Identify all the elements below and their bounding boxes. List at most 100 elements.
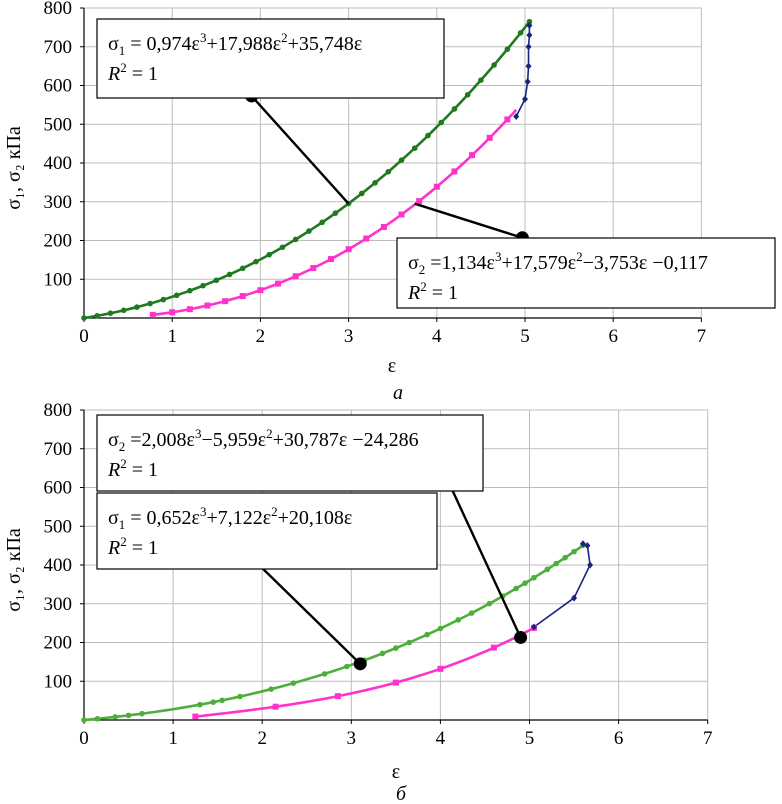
- data-point: [393, 645, 399, 651]
- data-point: [197, 701, 203, 708]
- data-point: [292, 236, 299, 243]
- data-point: [192, 713, 199, 720]
- annotation-leader: [414, 202, 523, 239]
- data-point: [134, 304, 140, 310]
- x-tick-label: 3: [347, 728, 357, 749]
- chart-panel-b: 0 1 2 3 4 5 6 7 100 200 300 400 500 600 700 800 σ2​ =2…: [3, 400, 712, 804]
- x-tick-label: 1: [167, 326, 177, 347]
- data-point: [372, 180, 378, 186]
- y-tick-label: 200: [44, 231, 73, 252]
- x-tick-label: 2: [257, 728, 267, 749]
- y-tick-label: 400: [44, 153, 73, 174]
- annotation-box: [96, 492, 438, 570]
- data-point: [398, 157, 405, 163]
- data-point: [149, 311, 156, 318]
- data-point: [478, 77, 484, 83]
- data-point: [112, 714, 118, 720]
- data-point: [433, 183, 440, 190]
- data-point: [464, 91, 471, 98]
- data-point: [392, 679, 399, 686]
- y-axis-label: σ₁, σ₂ кПа: [3, 126, 25, 210]
- data-point: [584, 542, 591, 550]
- annotation-leaders: [254, 483, 528, 671]
- data-point: [424, 631, 430, 638]
- annotation-leaders: [245, 89, 529, 245]
- data-point: [522, 95, 528, 103]
- y-tick-label: 800: [44, 0, 73, 19]
- data-point: [147, 300, 153, 307]
- data-point: [379, 650, 386, 657]
- y-tick-label: 800: [44, 400, 73, 421]
- data-point: [522, 580, 528, 586]
- data-point: [266, 251, 273, 258]
- data-point: [319, 219, 325, 226]
- data-point: [504, 46, 511, 52]
- data-point: [437, 625, 444, 632]
- data-point: [327, 256, 334, 263]
- x-tick-label: 5: [525, 728, 535, 749]
- r-squared-text: R2 = 1: [407, 279, 458, 304]
- data-point: [438, 119, 445, 126]
- x-tick-label: 5: [520, 326, 530, 347]
- data-point: [219, 697, 225, 704]
- data-point: [310, 265, 317, 272]
- equation-text: σ1​ = 0,652ε3​+7,122ε2​+20,108ε: [108, 504, 352, 532]
- y-tick-labels: 100 200 300 400 500 600 700 800: [44, 400, 73, 692]
- data-point: [517, 30, 524, 36]
- data-point: [173, 292, 180, 299]
- data-point: [544, 566, 551, 573]
- data-point: [268, 686, 274, 692]
- data-point: [525, 62, 532, 70]
- data-point: [120, 307, 127, 314]
- x-tick-label: 1: [168, 728, 178, 749]
- data-point: [491, 62, 497, 68]
- data-point: [451, 168, 458, 175]
- data-point: [292, 273, 299, 280]
- annotation-leader: [250, 95, 350, 205]
- data-point: [345, 246, 352, 253]
- y-tick-label: 700: [44, 439, 73, 460]
- data-point: [139, 710, 145, 717]
- annotation-box: [96, 18, 445, 99]
- x-tick-label: 0: [79, 728, 89, 749]
- y-tick-label: 300: [44, 192, 73, 213]
- data-point: [81, 717, 87, 723]
- data-point: [272, 703, 279, 710]
- r-squared-text: R2 = 1: [107, 60, 158, 85]
- data-point: [359, 190, 365, 197]
- data-point: [169, 309, 176, 316]
- y-tick-label: 400: [44, 555, 73, 576]
- data-point: [239, 265, 246, 272]
- x-tick-label: 7: [697, 326, 707, 347]
- data-point: [425, 132, 431, 139]
- data-point: [579, 540, 586, 548]
- data-point: [468, 610, 475, 616]
- data-point: [406, 639, 413, 646]
- x-tick-labels: 0 1 2 3 4 5 6 7: [79, 728, 712, 749]
- data-point: [363, 235, 370, 242]
- x-axis-label: ε: [388, 355, 396, 377]
- data-point: [210, 699, 216, 705]
- y-axis-label: σ₁, σ₂ кПа: [3, 528, 25, 612]
- data-point: [125, 712, 132, 719]
- annotation-box: [96, 414, 484, 492]
- data-markers: [81, 540, 594, 723]
- series-line: [515, 25, 531, 117]
- data-point: [411, 145, 418, 151]
- data-point: [213, 277, 220, 284]
- x-tick-label: 7: [703, 728, 713, 749]
- x-tick-label: 2: [256, 326, 266, 347]
- series-line: [195, 626, 535, 718]
- data-point: [290, 680, 297, 686]
- data-point: [513, 113, 520, 120]
- data-point: [332, 210, 339, 216]
- equation-text: σ1​ = 0,974ε3​+17,988ε2​+35,748ε: [108, 30, 362, 58]
- series-line: [533, 542, 591, 628]
- data-point: [237, 693, 243, 700]
- x-tick-label: 3: [344, 326, 354, 347]
- series-line: [83, 544, 584, 722]
- y-tick-label: 100: [44, 269, 73, 290]
- annotation-anchor-dot: [353, 657, 367, 671]
- panel-label: а: [393, 382, 403, 404]
- x-tick-label: 4: [436, 728, 446, 749]
